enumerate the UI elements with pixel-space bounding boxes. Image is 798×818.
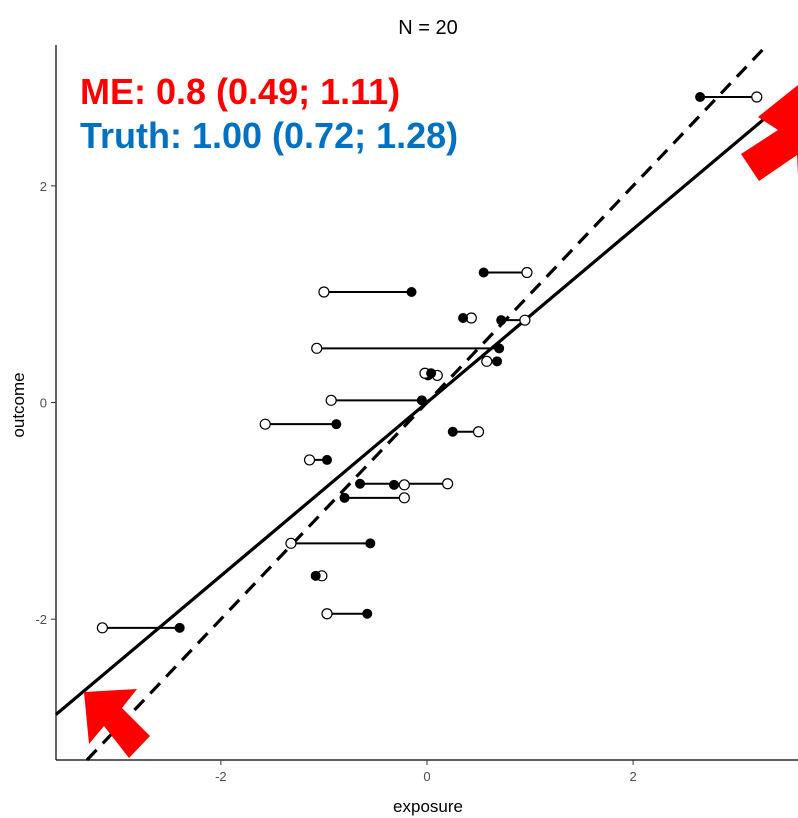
open-point (285, 537, 297, 549)
open-point (481, 355, 493, 367)
data-points (96, 91, 763, 634)
open-point (442, 478, 454, 490)
open-point (398, 492, 410, 504)
filled-point (355, 478, 366, 489)
filled-point (492, 356, 503, 367)
filled-point (174, 622, 185, 633)
y-axis-title: outcome (9, 372, 28, 437)
open-point (325, 394, 337, 406)
open-point (318, 286, 330, 298)
arrow-icon-top-right (741, 85, 798, 181)
open-point (259, 418, 271, 430)
fit-lines (54, 43, 798, 762)
open-point (311, 342, 323, 354)
filled-point (496, 315, 507, 326)
x-axis-title: exposure (393, 797, 463, 816)
filled-point (362, 608, 373, 619)
filled-point (416, 395, 427, 406)
open-point (398, 479, 410, 491)
filled-point (339, 492, 350, 503)
open-point (519, 314, 531, 326)
y-tick-label: -2 (35, 612, 47, 627)
arrow-icon-bottom-left (84, 689, 150, 758)
filled-point (389, 479, 400, 490)
y-tick-label: 2 (40, 179, 47, 194)
open-point (521, 266, 533, 279)
truth-fit-line (85, 43, 769, 762)
annotation-truth: Truth: 1.00 (0.72; 1.28) (80, 115, 458, 156)
filled-point (406, 287, 417, 297)
filled-point (458, 313, 469, 323)
filled-point (365, 538, 376, 549)
open-point (751, 91, 763, 103)
annotation-me: ME: 0.8 (0.49; 1.11) (80, 71, 400, 112)
filled-point (695, 92, 706, 102)
open-point (472, 426, 485, 438)
open-point (321, 608, 333, 620)
filled-point (331, 419, 342, 430)
x-tick-label: 2 (629, 769, 636, 784)
filled-point (322, 454, 333, 465)
filled-point (310, 570, 321, 581)
open-point (303, 454, 316, 466)
axis-ticks: -2 0 2 -2 0 2 (35, 179, 636, 784)
y-tick-label: 0 (40, 396, 47, 411)
filled-point (426, 368, 437, 379)
x-tick-label: 0 (423, 769, 430, 784)
filled-point (478, 267, 489, 278)
plot-title: N = 20 (398, 17, 457, 39)
open-point (96, 622, 108, 634)
filled-point (447, 426, 458, 437)
x-tick-label: -2 (215, 769, 227, 784)
plot-area: -2 0 2 -2 0 2 (35, 43, 798, 784)
filled-point (494, 343, 505, 354)
